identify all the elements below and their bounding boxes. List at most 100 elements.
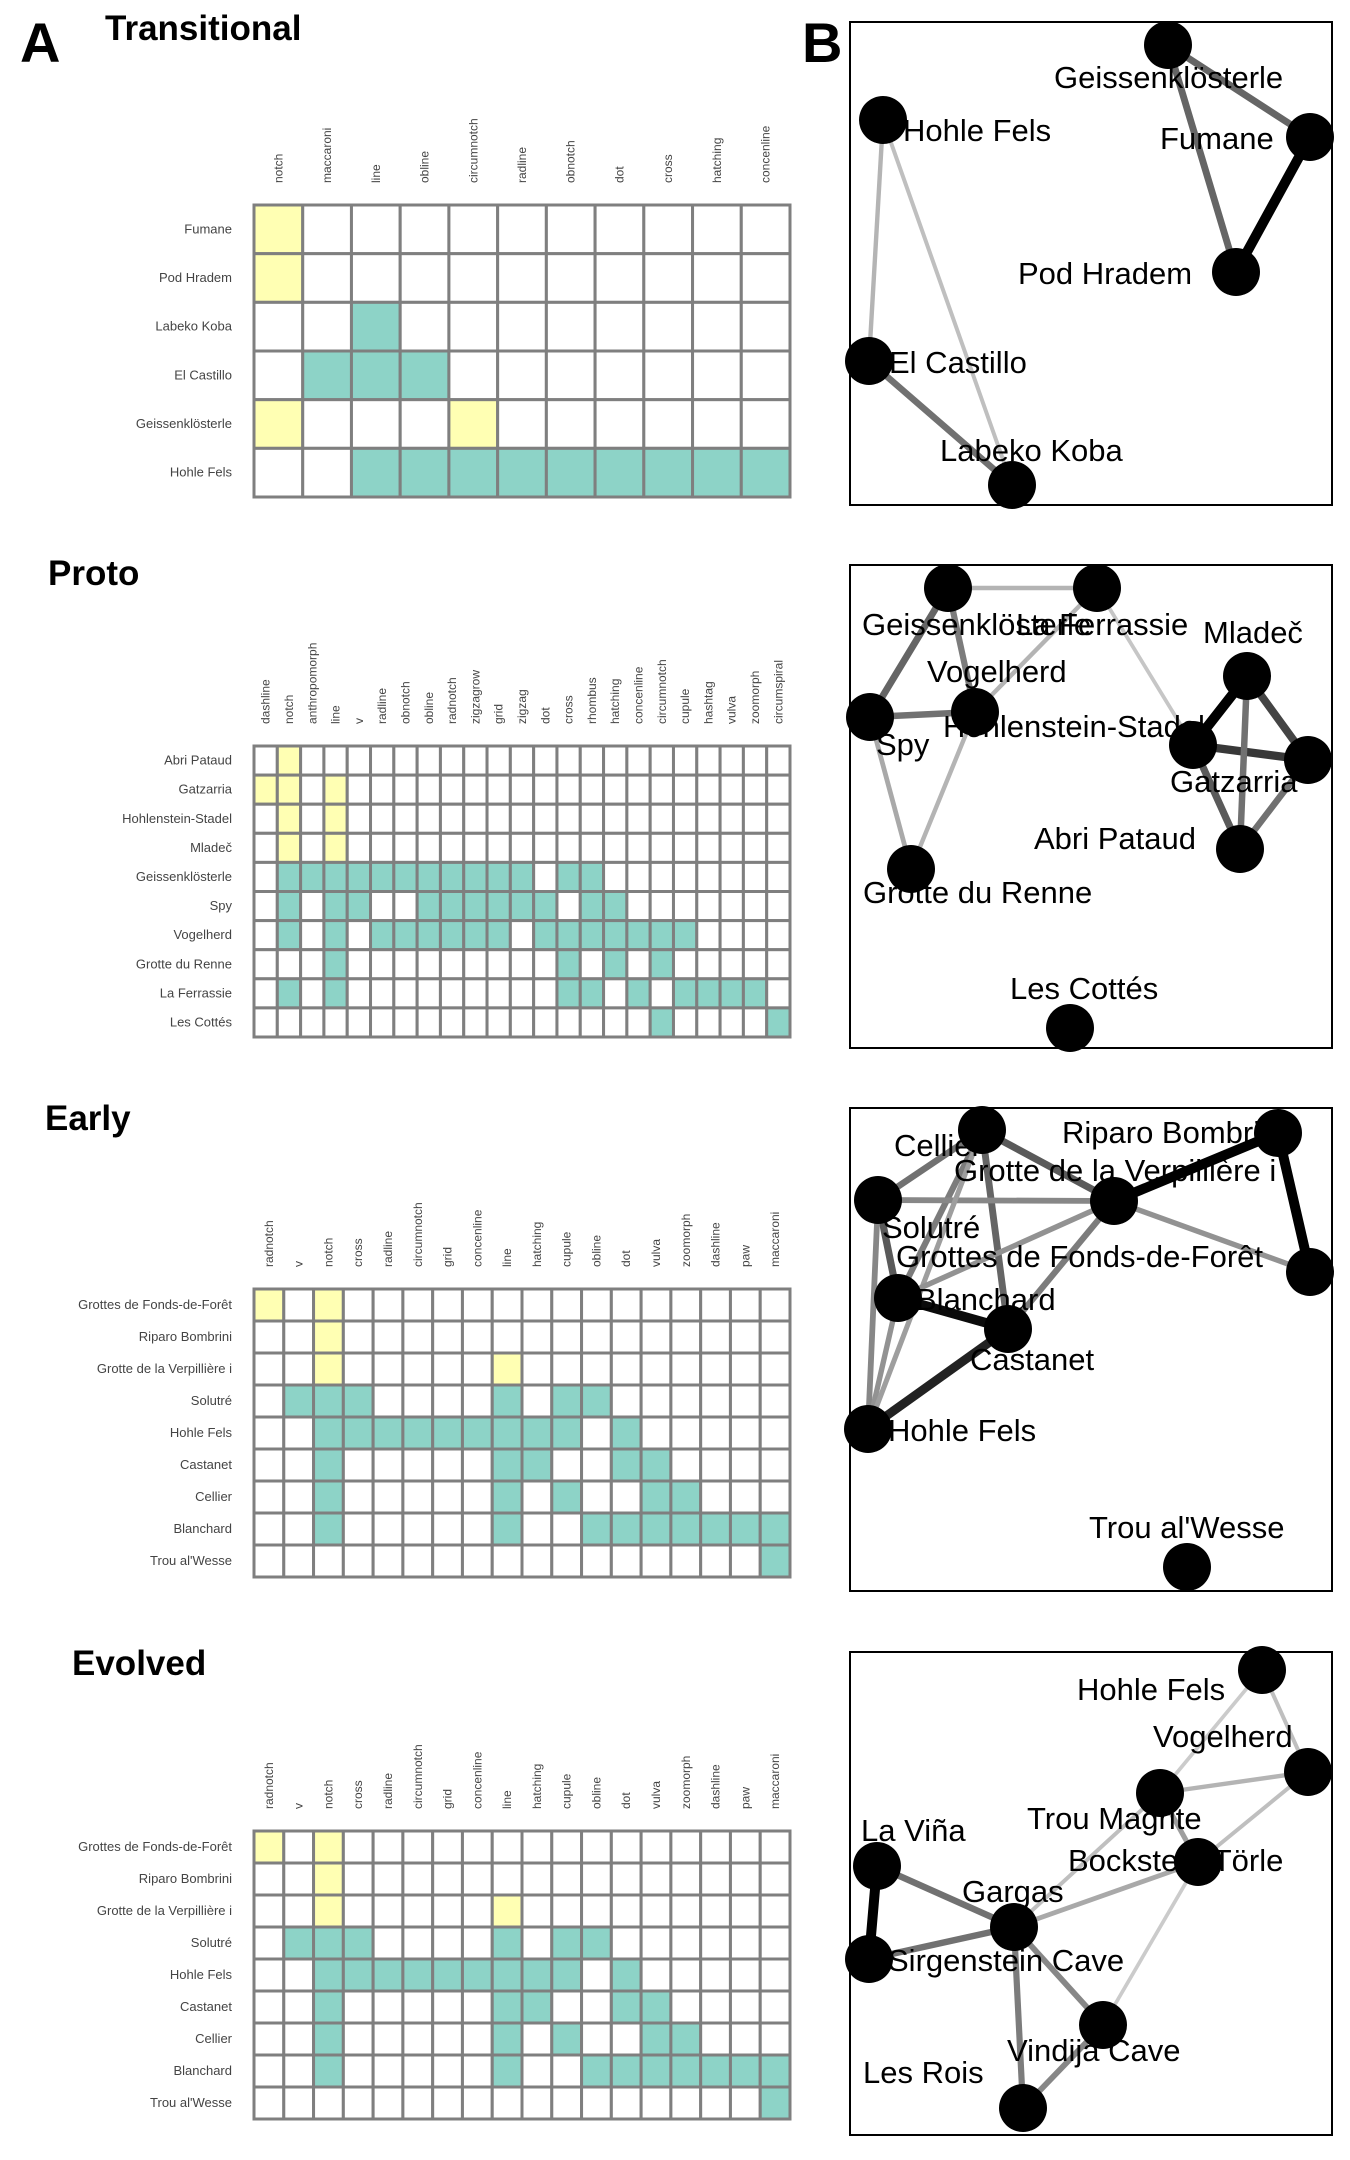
heatmap-cell	[669, 2053, 703, 2089]
heatmap-cell	[345, 890, 373, 923]
heatmap-cell	[460, 1511, 494, 1547]
heatmap-cell	[312, 1861, 345, 1897]
heatmap-cell	[252, 773, 279, 806]
heatmap-cell	[758, 1925, 792, 1961]
heatmap-cell	[609, 1287, 643, 1323]
network-frame	[849, 1651, 1333, 2136]
heatmap-cell	[758, 1383, 792, 1419]
heatmap-cell	[555, 831, 582, 864]
heatmap-cell	[252, 802, 279, 835]
heatmap-cell	[765, 802, 792, 835]
heatmap-cell	[609, 1415, 643, 1451]
column-label: cupule	[560, 1773, 574, 1809]
edge-grotte-de-la-verpilliere-i-grottes-de-fonds-de-foret	[1111, 1198, 1313, 1275]
heatmap-cell	[669, 1287, 703, 1323]
node-gargas	[990, 1903, 1038, 1951]
node-label-gatzarria: Gatzarria	[1170, 764, 1298, 799]
node-label-fumane: Fumane	[1160, 121, 1274, 156]
heatmap-cell	[490, 1383, 524, 1419]
node-vogelherd	[951, 688, 999, 736]
column-label: obline	[589, 1235, 603, 1267]
heatmap-cell	[496, 398, 548, 450]
heatmap-cell	[341, 1383, 375, 1419]
heatmap-cell	[669, 2085, 703, 2121]
heatmap-cell	[312, 1829, 345, 1865]
column-label: hashtag	[701, 681, 715, 724]
edge-cellier-hohle-fels	[865, 1127, 985, 1432]
node-les-rois	[999, 2084, 1047, 2132]
heatmap-cell	[371, 1479, 405, 1515]
heatmap-cell	[415, 860, 442, 894]
heatmap-cell	[758, 1511, 792, 1547]
heatmap-cell	[431, 1479, 464, 1515]
node-label-vogelherd: Vogelherd	[927, 654, 1067, 689]
heatmap-cell	[345, 860, 373, 894]
node-trou-al-wesse	[1163, 1543, 1211, 1591]
heatmap-cell	[625, 948, 652, 981]
heatmap-cell	[695, 831, 722, 864]
heatmap-cell	[282, 1957, 316, 1993]
heatmap-cell	[758, 1989, 792, 2025]
heatmap-cell	[345, 977, 373, 1010]
heatmap-cell	[490, 1861, 524, 1897]
heatmap-cell	[252, 1957, 286, 1993]
heatmap-cell	[642, 252, 695, 304]
heatmap-cell	[520, 1829, 554, 1865]
node-label-mladec: Mladeč	[1203, 615, 1303, 650]
column-label: v	[352, 718, 366, 724]
row-label: Grotte de la Verpillière i	[97, 1361, 232, 1376]
heatmap-cell	[282, 1925, 316, 1961]
heatmap-cell	[490, 1543, 524, 1579]
heatmap-cell	[312, 1351, 345, 1387]
heatmap-cell	[398, 349, 451, 402]
heatmap-cell	[369, 977, 396, 1010]
heatmap-cell	[550, 2021, 584, 2057]
heatmap-cell	[699, 2085, 732, 2121]
column-label: obline	[422, 692, 436, 724]
heatmap-cell	[398, 203, 451, 256]
heatmap-cell	[609, 1829, 643, 1865]
heatmap-cell	[718, 773, 745, 806]
heatmap-cell	[648, 831, 675, 864]
node-label-hohle-fels: Hohle Fels	[903, 113, 1051, 148]
heatmap-cell	[669, 1543, 703, 1579]
heatmap-cell	[669, 1479, 703, 1515]
heatmap-cell	[544, 252, 597, 304]
heatmap-cell	[392, 831, 419, 864]
row-label: Trou al'Wesse	[150, 2095, 232, 2110]
heatmap-cell	[648, 977, 675, 1010]
heatmap-cell	[602, 948, 629, 981]
heatmap-cell	[460, 1957, 494, 1993]
column-label: v	[292, 1803, 306, 1809]
heatmap-cell	[669, 1383, 703, 1419]
heatmap-cell	[431, 1383, 464, 1419]
heatmap-cell	[758, 1287, 792, 1323]
column-label: dashline	[709, 1222, 723, 1267]
heatmap-cell	[699, 1383, 732, 1419]
heatmap-cell	[550, 1957, 584, 1993]
heatmap-cell	[508, 977, 536, 1010]
heatmap-cell	[401, 1957, 435, 1993]
heatmap-cell	[739, 203, 792, 256]
heatmap-cell	[490, 2053, 524, 2089]
heatmap-cell	[699, 1893, 732, 1929]
node-grottes-de-fonds-de-foret	[1286, 1248, 1334, 1296]
node-label-la-ferrassie: La Ferrassie	[1016, 607, 1188, 642]
row-label: Trou al'Wesse	[150, 1553, 232, 1568]
node-el-castillo	[845, 337, 893, 385]
node-vogelherd	[1284, 1748, 1332, 1796]
heatmap-cell	[699, 1989, 732, 2025]
heatmap-cell	[578, 802, 606, 835]
heatmap-cell	[282, 1351, 316, 1387]
heatmap-cell	[401, 1351, 435, 1387]
heatmap-cell	[580, 2085, 613, 2121]
node-hohle-fels	[859, 96, 907, 144]
heatmap-cell	[669, 1989, 703, 2025]
heatmap-cell	[312, 1415, 345, 1451]
heatmap-cell	[282, 1861, 316, 1897]
heatmap-cell	[739, 398, 792, 450]
column-label: obnotch	[564, 140, 578, 183]
heatmap-cell	[431, 1957, 464, 1993]
column-label: maccaroni	[768, 1212, 782, 1267]
